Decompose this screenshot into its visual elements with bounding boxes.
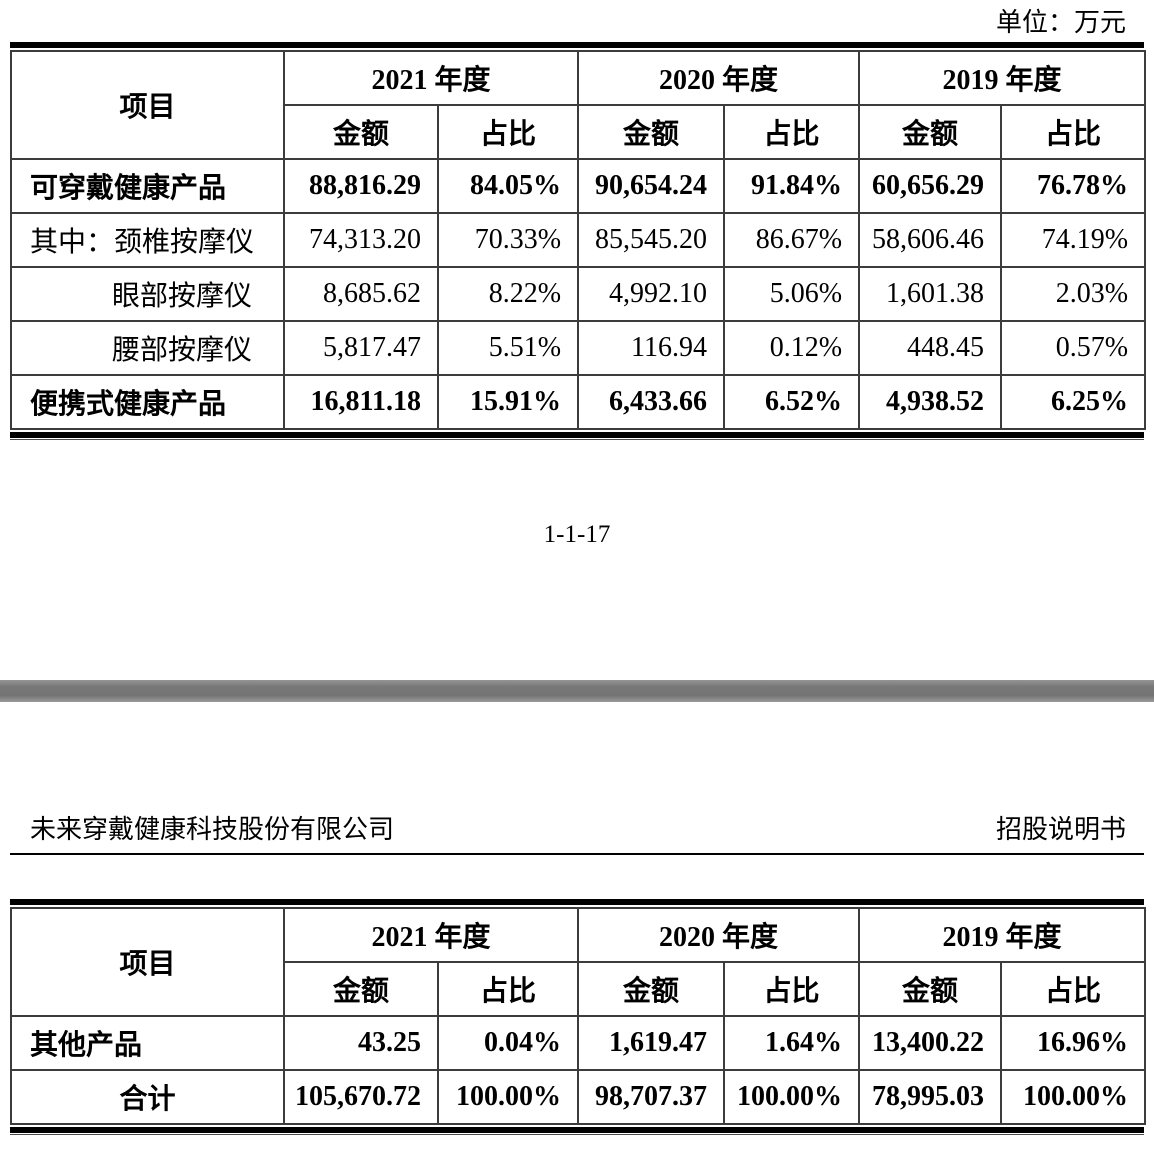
col-header-amount-2020: 金额 <box>577 104 726 160</box>
row-label: 其中：颈椎按摩仪 <box>10 212 285 268</box>
row-label: 合计 <box>10 1069 285 1125</box>
company-name: 未来穿戴健康科技股份有限公司 <box>30 815 395 844</box>
amount-cell: 85,545.20 <box>577 212 726 268</box>
ratio-cell: 86.67% <box>723 212 861 268</box>
ratio-cell: 2.03% <box>1000 266 1147 322</box>
ratio-cell: 100.00% <box>723 1069 861 1125</box>
ratio-cell: 0.12% <box>723 320 861 376</box>
col-header-ratio-2021: 占比 <box>436 104 580 160</box>
ratio-cell: 5.06% <box>723 266 861 322</box>
table-header-row-metrics: 金额 占比 金额 占比 金额 占比 <box>11 104 1147 160</box>
table-row-other-products: 其他产品 43.25 0.04% 1,619.47 1.64% 13,400.2… <box>10 1015 1147 1071</box>
col-header-ratio-2019: 占比 <box>1000 961 1147 1017</box>
ratio-cell: 0.57% <box>1000 320 1147 376</box>
amount-cell: 116.94 <box>577 320 726 376</box>
col-header-ratio-2019: 占比 <box>1000 104 1147 160</box>
table-row-waist-massager: 腰部按摩仪 5,817.47 5.51% 116.94 0.12% 448.45… <box>10 320 1147 376</box>
row-label: 可穿戴健康产品 <box>10 158 285 214</box>
amount-cell: 448.45 <box>858 320 1003 376</box>
ratio-cell: 76.78% <box>1000 158 1147 214</box>
table-header-row-metrics: 金额 占比 金额 占比 金额 占比 <box>11 961 1147 1017</box>
document-title: 招股说明书 <box>995 815 1126 844</box>
table-row-eye-massager: 眼部按摩仪 8,685.62 8.22% 4,992.10 5.06% 1,60… <box>10 266 1147 322</box>
amount-cell: 13,400.22 <box>858 1015 1003 1071</box>
table-row-portable-products: 便携式健康产品 16,811.18 15.91% 6,433.66 6.52% … <box>10 374 1147 430</box>
table-bottom-thin-rule <box>10 439 1144 440</box>
row-label: 其他产品 <box>10 1015 285 1071</box>
table-row-wearable-products: 可穿戴健康产品 88,816.29 84.05% 90,654.24 91.84… <box>10 158 1147 214</box>
ratio-cell: 84.05% <box>436 158 580 214</box>
table-bottom-thick-rule <box>10 1127 1144 1133</box>
revenue-table-2-block: 项目 2021 年度 2020 年度 2019 年度 金额 占比 金额 占比 金… <box>10 899 1147 1135</box>
col-header-item: 项目 <box>10 907 285 1017</box>
amount-cell: 1,619.47 <box>577 1015 726 1071</box>
col-header-ratio-2020: 占比 <box>723 104 861 160</box>
document-header: 未来穿戴健康科技股份有限公司 招股说明书 <box>10 814 1144 855</box>
amount-cell: 60,656.29 <box>858 158 1003 214</box>
amount-cell: 78,995.03 <box>858 1069 1003 1125</box>
col-header-year-2019: 2019 年度 <box>858 50 1147 106</box>
col-header-amount-2021: 金额 <box>283 104 439 160</box>
ratio-cell: 8.22% <box>436 266 580 322</box>
amount-cell: 43.25 <box>283 1015 439 1071</box>
ratio-cell: 91.84% <box>723 158 861 214</box>
amount-cell: 8,685.62 <box>283 266 439 322</box>
revenue-table-1: 项目 2021 年度 2020 年度 2019 年度 金额 占比 金额 占比 金… <box>10 50 1147 430</box>
ratio-cell: 5.51% <box>436 320 580 376</box>
ratio-cell: 0.04% <box>436 1015 580 1071</box>
ratio-cell: 16.96% <box>1000 1015 1147 1071</box>
table-header-row-years: 项目 2021 年度 2020 年度 2019 年度 <box>10 50 1147 160</box>
unit-label: 单位：万元 <box>995 8 1126 37</box>
revenue-table-2: 项目 2021 年度 2020 年度 2019 年度 金额 占比 金额 占比 金… <box>10 907 1147 1125</box>
col-header-amount-2019: 金额 <box>858 104 1003 160</box>
amount-cell: 1,601.38 <box>858 266 1003 322</box>
table-top-thick-rule <box>10 42 1144 48</box>
page-separator <box>0 680 1154 702</box>
amount-cell: 88,816.29 <box>283 158 439 214</box>
col-header-year-2021: 2021 年度 <box>282 50 580 106</box>
amount-cell: 90,654.24 <box>577 158 726 214</box>
ratio-cell: 74.19% <box>1000 212 1147 268</box>
table-bottom-thick-rule <box>10 432 1144 438</box>
row-label: 便携式健康产品 <box>10 374 285 430</box>
col-header-year-2020: 2020 年度 <box>577 50 861 106</box>
col-header-year-2021: 2021 年度 <box>282 907 580 963</box>
row-label: 眼部按摩仪 <box>10 266 285 322</box>
ratio-cell: 15.91% <box>436 374 580 430</box>
table-row-neck-massager: 其中：颈椎按摩仪 74,313.20 70.33% 85,545.20 86.6… <box>10 212 1147 268</box>
ratio-cell: 100.00% <box>1000 1069 1147 1125</box>
amount-cell: 105,670.72 <box>283 1069 439 1125</box>
amount-cell: 74,313.20 <box>283 212 439 268</box>
table-header-row-years: 项目 2021 年度 2020 年度 2019 年度 <box>10 907 1147 1017</box>
col-header-amount-2019: 金额 <box>858 961 1003 1017</box>
ratio-cell: 100.00% <box>436 1069 580 1125</box>
table-top-thick-rule <box>10 899 1144 905</box>
col-header-ratio-2021: 占比 <box>436 961 580 1017</box>
amount-cell: 6,433.66 <box>577 374 726 430</box>
col-header-amount-2021: 金额 <box>283 961 439 1017</box>
ratio-cell: 6.52% <box>723 374 861 430</box>
ratio-cell: 70.33% <box>436 212 580 268</box>
col-header-item: 项目 <box>10 50 285 160</box>
amount-cell: 58,606.46 <box>858 212 1003 268</box>
page-number: 1-1-17 <box>543 521 611 548</box>
table-bottom-thin-rule <box>10 1134 1144 1135</box>
revenue-table-1-block: 项目 2021 年度 2020 年度 2019 年度 金额 占比 金额 占比 金… <box>10 42 1147 440</box>
amount-cell: 4,938.52 <box>858 374 1003 430</box>
ratio-cell: 6.25% <box>1000 374 1147 430</box>
table-row-total: 合计 105,670.72 100.00% 98,707.37 100.00% … <box>10 1069 1147 1125</box>
amount-cell: 98,707.37 <box>577 1069 726 1125</box>
col-header-ratio-2020: 占比 <box>723 961 861 1017</box>
amount-cell: 5,817.47 <box>283 320 439 376</box>
col-header-amount-2020: 金额 <box>577 961 726 1017</box>
col-header-year-2019: 2019 年度 <box>858 907 1147 963</box>
amount-cell: 4,992.10 <box>577 266 726 322</box>
amount-cell: 16,811.18 <box>283 374 439 430</box>
row-label: 腰部按摩仪 <box>10 320 285 376</box>
col-header-year-2020: 2020 年度 <box>577 907 861 963</box>
ratio-cell: 1.64% <box>723 1015 861 1071</box>
